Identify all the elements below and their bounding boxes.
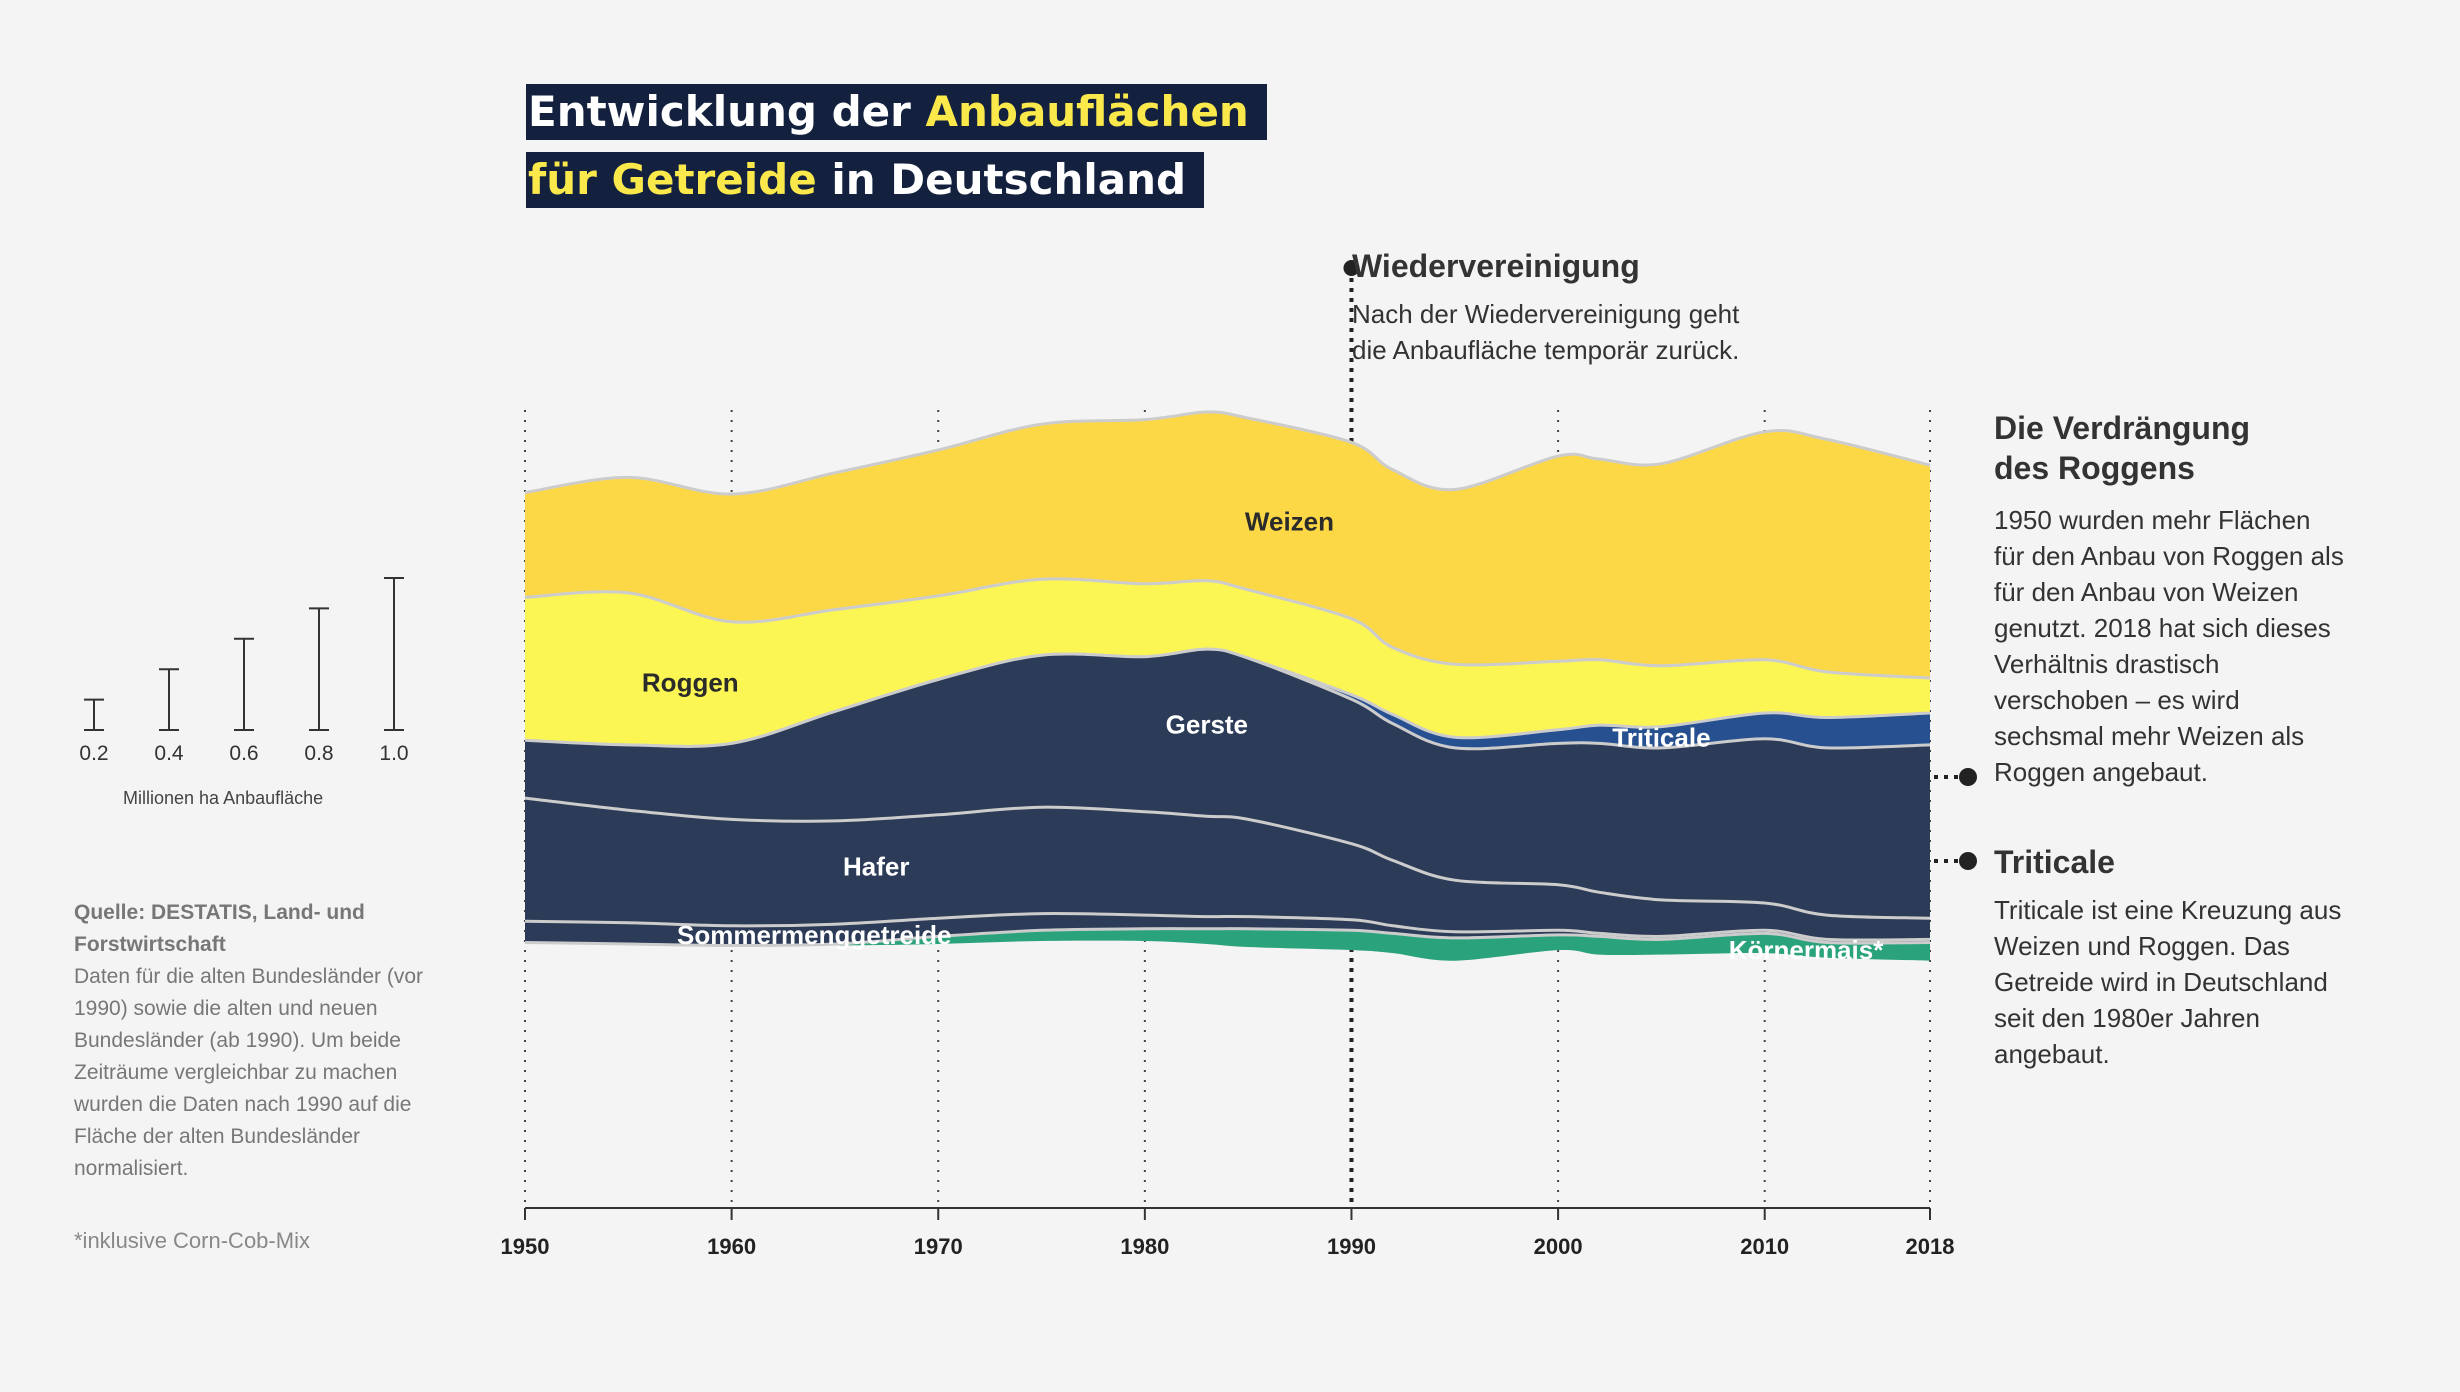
stream-weizen xyxy=(525,411,1930,678)
source-text-line: Zeiträume vergleichbar zu machen xyxy=(74,1061,398,1084)
series-label: Triticale xyxy=(1612,722,1710,752)
annotation-triticale-text-line: angebaut. xyxy=(1994,1039,2110,1069)
annotation-triticale-text-line: Weizen und Roggen. Das xyxy=(1994,931,2290,961)
source-heading-line: Quelle: DESTATIS, Land- und xyxy=(74,901,365,924)
annotation-rye-text-line: Verhältnis drastisch xyxy=(1994,649,2220,679)
annotation-rye-title-line: des Roggens xyxy=(1994,450,2195,486)
annotation-rye-text-line: für den Anbau von Weizen xyxy=(1994,577,2299,607)
size-legend-caption: Millionen ha Anbaufläche xyxy=(123,788,324,808)
annotation-rye-text-line: genutzt. 2018 hat sich dieses xyxy=(1994,613,2331,643)
annotation-triticale-text-line: Getreide wird in Deutschland xyxy=(1994,967,2328,997)
annotation-rye-dot xyxy=(1959,768,1977,786)
x-tick-label: 1950 xyxy=(501,1234,550,1259)
series-label: Weizen xyxy=(1245,507,1334,537)
x-tick-label: 1960 xyxy=(707,1234,756,1259)
annotation-rye-text-line: sechsmal mehr Weizen als xyxy=(1994,721,2305,751)
annotation-reunification-dot xyxy=(1343,260,1360,276)
annotation-triticale-dot xyxy=(1959,852,1977,870)
source-text-line: Fläche der alten Bundesländer xyxy=(74,1125,361,1148)
annotation-rye-title-line: Die Verdrängung xyxy=(1994,410,2251,446)
stream-border-roggen xyxy=(524,577,1931,680)
source-text-line: wurden die Daten nach 1990 auf die xyxy=(74,1093,412,1116)
stream-triticale xyxy=(525,649,1930,749)
series-label: Hafer xyxy=(843,851,909,881)
stream-border-weizen xyxy=(524,410,1931,496)
source-heading-line: Forstwirtschaft xyxy=(74,933,226,956)
stream-sommermenggetreide xyxy=(525,913,1930,946)
source-text-line: Daten für die alten Bundesländer (vor xyxy=(74,965,424,988)
chart-title-line-1: Entwicklung der Anbauflächen xyxy=(526,84,1267,140)
series-label: Körnermais* xyxy=(1729,935,1884,965)
series-label: Gerste xyxy=(1166,709,1248,739)
annotation-reunification-title: Wiedervereinigung xyxy=(1352,248,1640,284)
footnote: *inklusive Corn-Cob-Mix xyxy=(74,1228,310,1253)
stream-border-sommermenggetreide xyxy=(524,912,1931,942)
annotation-triticale-text-line: Triticale ist eine Kreuzung aus xyxy=(1994,895,2342,925)
x-tick-label: 1980 xyxy=(1120,1234,1169,1259)
size-legend-label: 0.2 xyxy=(79,742,108,765)
annotation-reunification-text-line: Nach der Wiedervereinigung geht xyxy=(1352,299,1740,329)
size-legend-label: 1.0 xyxy=(379,742,408,765)
stream-hafer xyxy=(525,798,1930,941)
stream-border-gerste xyxy=(524,647,1931,751)
source-text-line: Bundesländer (ab 1990). Um beide xyxy=(74,1029,401,1052)
stream-roggen xyxy=(525,578,1930,747)
size-legend-label: 0.4 xyxy=(154,742,184,765)
annotation-rye-text-line: 1950 wurden mehr Flächen xyxy=(1994,505,2311,535)
series-label: Roggen xyxy=(642,668,739,698)
annotation-rye-text-line: für den Anbau von Roggen als xyxy=(1994,541,2344,571)
x-tick-label: 2018 xyxy=(1906,1234,1955,1259)
stream-koernermais xyxy=(525,928,1930,961)
chart-title-line-2: für Getreide in Deutschland xyxy=(526,152,1205,208)
source-text-line: 1990) sowie die alten und neuen xyxy=(74,997,378,1020)
x-tick-label: 2010 xyxy=(1740,1234,1789,1259)
stream-border-hafer xyxy=(524,796,1931,920)
annotation-rye-text-line: Roggen angebaut. xyxy=(1994,757,2208,787)
stream-border-koernermais xyxy=(524,927,1931,948)
x-tick-label: 2000 xyxy=(1534,1234,1583,1259)
size-legend-label: 0.8 xyxy=(304,742,333,765)
annotation-triticale-title: Triticale xyxy=(1994,844,2115,880)
size-legend-label: 0.6 xyxy=(229,742,258,765)
annotation-reunification-text-line: die Anbaufläche temporär zurück. xyxy=(1352,335,1740,365)
series-label: Sommermenggetreide xyxy=(677,920,952,950)
annotation-rye-text-line: verschoben – es wird xyxy=(1994,685,2240,715)
x-tick-label: 1990 xyxy=(1327,1234,1376,1259)
source-text-line: normalisiert. xyxy=(74,1157,189,1180)
annotation-triticale-text-line: seit den 1980er Jahren xyxy=(1994,1003,2260,1033)
x-tick-label: 1970 xyxy=(914,1234,963,1259)
stream-gerste xyxy=(525,649,1930,919)
